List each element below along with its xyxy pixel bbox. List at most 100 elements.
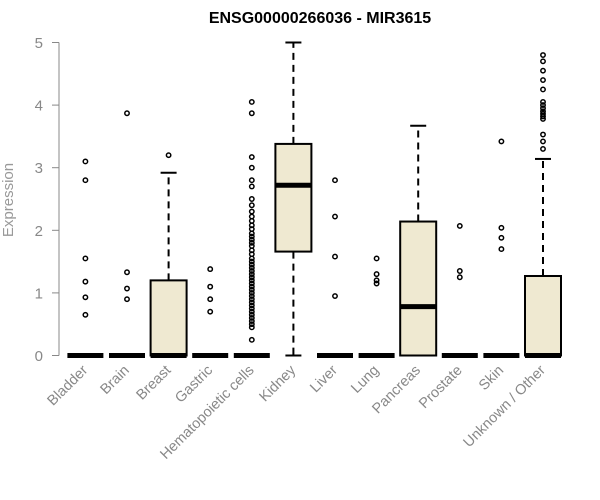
outlier-point xyxy=(248,293,255,299)
outlier-point xyxy=(124,296,130,303)
outlier-point xyxy=(373,277,380,284)
box-lung xyxy=(358,255,395,358)
outlier-point xyxy=(332,293,338,299)
outlier-point xyxy=(248,264,255,271)
box-bladder xyxy=(67,158,104,358)
outlier-point xyxy=(248,321,255,328)
x-category-label: Prostate xyxy=(416,363,465,412)
outlier-point xyxy=(207,266,214,273)
outlier-point xyxy=(248,308,255,315)
x-category-label: Bladder xyxy=(45,362,92,409)
chart-title: ENSG00000266036 - MIR3615 xyxy=(209,10,431,27)
outlier-point xyxy=(248,318,255,325)
outlier-point xyxy=(82,278,89,285)
boxes-group xyxy=(67,41,562,358)
outlier-point xyxy=(540,77,546,84)
outlier-point xyxy=(248,296,255,303)
outlier-point xyxy=(498,138,505,145)
outlier-point xyxy=(540,131,546,138)
outlier-point xyxy=(248,261,255,268)
outlier-point xyxy=(207,308,214,315)
outlier-point xyxy=(332,177,338,184)
outlier-point xyxy=(248,243,255,249)
outlier-point xyxy=(332,213,338,220)
outlier-point xyxy=(248,271,255,278)
outlier-point xyxy=(248,274,255,281)
outlier-point xyxy=(248,280,255,287)
y-tick-label: 3 xyxy=(35,160,43,177)
y-tick-label: 5 xyxy=(35,35,43,52)
outlier-point xyxy=(248,154,255,161)
outlier-point xyxy=(248,299,255,306)
x-category-label: Breast xyxy=(133,363,174,404)
outlier-point xyxy=(248,289,255,296)
outlier-point xyxy=(248,311,255,318)
outlier-point xyxy=(498,234,505,241)
outlier-point xyxy=(248,286,255,293)
outlier-point xyxy=(540,58,546,65)
outlier-point xyxy=(540,110,546,117)
outlier-point xyxy=(207,283,214,290)
outlier-point xyxy=(82,158,89,165)
y-tick-label: 4 xyxy=(35,98,43,115)
outlier-point xyxy=(540,99,546,105)
outlier-point xyxy=(248,258,255,265)
axes: 0 1 2 3 4 5 xyxy=(35,35,60,365)
outlier-point xyxy=(248,305,255,312)
outlier-point xyxy=(248,268,255,274)
outlier-point xyxy=(540,108,546,115)
outlier-point xyxy=(540,138,546,145)
x-category-label: Lung xyxy=(348,363,382,397)
outlier-point xyxy=(248,233,255,240)
box-body xyxy=(274,142,313,253)
y-axis-label: Expression xyxy=(0,163,17,237)
outlier-point xyxy=(540,86,546,93)
box-brain xyxy=(109,110,145,358)
box-gastric xyxy=(192,266,229,358)
outlier-point xyxy=(248,99,255,105)
box-body xyxy=(399,220,438,357)
outlier-point xyxy=(373,255,380,262)
box-breast xyxy=(149,152,188,358)
outlier-point xyxy=(373,271,380,278)
outlier-point xyxy=(82,311,89,318)
outlier-point xyxy=(332,253,338,260)
outlier-point xyxy=(248,202,255,209)
outlier-point xyxy=(248,213,255,220)
outlier-point xyxy=(82,177,89,184)
box-hematopoietic-cells xyxy=(233,99,270,358)
box-kidney xyxy=(274,41,313,357)
outlier-point xyxy=(248,314,255,321)
outlier-point xyxy=(165,152,172,159)
outlier-point xyxy=(248,110,255,117)
box-prostate xyxy=(441,222,478,358)
outlier-point xyxy=(248,177,255,184)
box-unknown-other xyxy=(524,52,562,358)
outlier-point xyxy=(248,164,255,171)
x-category-label: Kidney xyxy=(257,362,300,405)
x-category-label: Liver xyxy=(307,362,341,396)
outlier-point xyxy=(248,239,255,246)
outlier-point xyxy=(540,67,546,74)
outlier-point xyxy=(248,208,255,215)
outlier-point xyxy=(82,255,89,262)
outlier-point xyxy=(124,269,130,276)
outlier-point xyxy=(540,102,546,109)
outlier-point xyxy=(456,274,463,281)
outlier-point xyxy=(373,280,380,287)
outlier-point xyxy=(456,222,463,229)
outlier-point xyxy=(540,105,546,112)
outlier-point xyxy=(248,336,255,343)
box-liver xyxy=(317,177,353,358)
outlier-point xyxy=(456,268,463,274)
outlier-point xyxy=(82,294,89,301)
outlier-point xyxy=(248,302,255,309)
outlier-point xyxy=(540,52,546,58)
outlier-point xyxy=(124,285,130,292)
outlier-point xyxy=(248,196,255,202)
outlier-point xyxy=(248,324,255,331)
x-category-label: Skin xyxy=(476,363,507,394)
outlier-point xyxy=(540,145,546,152)
box-body xyxy=(149,279,188,357)
